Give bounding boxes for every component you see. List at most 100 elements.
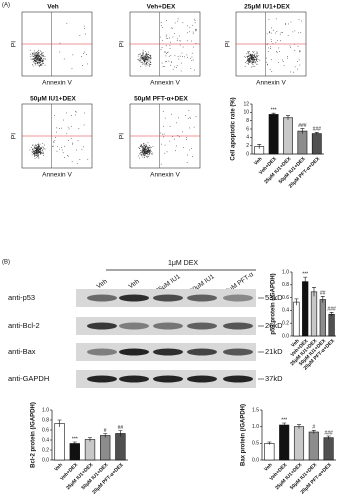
- event-dot: [252, 62, 253, 63]
- event-dot: [252, 58, 254, 59]
- event-dot: [30, 53, 31, 55]
- event-dot: [38, 144, 40, 146]
- event-dot: [140, 152, 142, 153]
- event-dot: [139, 153, 141, 155]
- event-dot: [249, 60, 251, 61]
- event-dot: [282, 61, 284, 62]
- event-dot: [38, 152, 39, 153]
- event-dot: [251, 56, 252, 58]
- event-dot: [35, 149, 37, 151]
- event-dot: [144, 61, 146, 62]
- significance: ***: [302, 271, 308, 277]
- bar: [293, 301, 300, 337]
- event-dot: [35, 63, 36, 64]
- event-dot: [166, 20, 167, 21]
- event-dot: [170, 54, 172, 56]
- event-dot: [248, 56, 250, 57]
- y-tick-label: 0.8: [42, 417, 49, 423]
- event-dot: [37, 61, 38, 63]
- event-dot: [248, 54, 249, 56]
- event-dot: [176, 145, 177, 147]
- y-tick-label: 1.5: [252, 407, 259, 413]
- event-dot: [147, 153, 148, 155]
- event-dot: [143, 58, 145, 59]
- event-dot: [269, 32, 270, 34]
- event-dot: [256, 56, 258, 57]
- event-dot: [32, 61, 34, 63]
- event-dot: [250, 61, 251, 62]
- event-dot: [83, 146, 84, 148]
- significance: ##: [320, 291, 326, 297]
- event-dot: [83, 53, 84, 54]
- event-dot: [143, 146, 145, 147]
- event-dot: [248, 60, 249, 61]
- event-dot: [37, 147, 39, 148]
- event-dot: [169, 48, 171, 49]
- event-dot: [141, 144, 142, 145]
- y-axis-label: PI: [225, 41, 232, 47]
- event-dot: [186, 139, 187, 140]
- event-dot: [39, 57, 41, 59]
- event-dot: [290, 71, 291, 73]
- event-dot: [144, 150, 146, 152]
- event-dot: [297, 45, 299, 47]
- event-dot: [66, 22, 68, 24]
- y-axis-label: PI: [11, 41, 18, 47]
- event-dot: [79, 35, 81, 36]
- event-dot: [144, 148, 145, 149]
- event-dot: [249, 61, 250, 63]
- event-dot: [40, 57, 42, 59]
- bar: [264, 443, 275, 461]
- event-dot: [76, 149, 77, 151]
- event-dot: [32, 148, 33, 150]
- event-dot: [141, 62, 143, 63]
- event-dot: [39, 148, 41, 150]
- event-dot: [38, 49, 39, 51]
- event-dot: [61, 149, 63, 151]
- event-dot: [148, 148, 150, 150]
- event-dot: [148, 51, 149, 53]
- event-dot: [39, 52, 40, 54]
- event-dot: [38, 58, 40, 60]
- event-dot: [140, 146, 142, 147]
- x-axis-label: Annexin V: [150, 80, 180, 87]
- event-dot: [148, 54, 149, 55]
- event-dot: [191, 60, 193, 61]
- bar: [279, 424, 290, 461]
- event-dot: [37, 58, 39, 60]
- event-dot: [256, 59, 257, 61]
- event-dot: [141, 63, 143, 65]
- event-dot: [251, 57, 252, 58]
- event-dot: [146, 60, 148, 62]
- event-dot: [255, 57, 257, 59]
- event-dot: [195, 43, 197, 44]
- event-dot: [270, 48, 271, 49]
- event-dot: [41, 61, 42, 62]
- event-dot: [38, 147, 39, 149]
- event-dot: [253, 52, 254, 53]
- blot-band: [187, 375, 217, 383]
- event-dot: [144, 151, 145, 152]
- event-dot: [253, 56, 255, 57]
- event-dot: [251, 61, 253, 63]
- event-dot: [254, 59, 255, 61]
- event-dot: [145, 149, 146, 151]
- event-dot: [36, 150, 38, 151]
- event-dot: [32, 144, 34, 146]
- event-dot: [34, 57, 36, 59]
- event-dot: [252, 59, 254, 61]
- event-dot: [34, 154, 35, 156]
- event-dot: [298, 19, 300, 20]
- event-dot: [36, 153, 38, 154]
- event-dot: [39, 65, 40, 67]
- event-dot: [149, 58, 151, 60]
- event-dot: [192, 31, 194, 33]
- event-dot: [256, 64, 258, 65]
- event-dot: [40, 60, 41, 62]
- event-dot: [138, 147, 140, 148]
- event-dot: [150, 62, 152, 63]
- event-dot: [70, 126, 72, 127]
- event-dot: [169, 37, 170, 39]
- event-dot: [146, 149, 147, 151]
- event-dot: [39, 62, 41, 64]
